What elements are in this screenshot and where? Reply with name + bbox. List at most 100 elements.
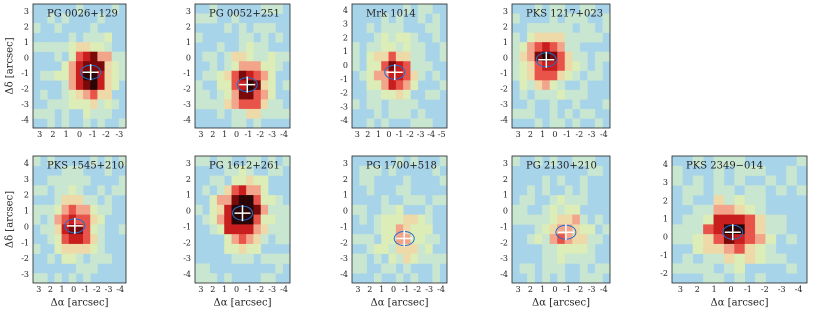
pixel — [579, 263, 588, 274]
pixel — [527, 214, 535, 225]
pixel — [723, 156, 735, 167]
x-tick-label: 2 — [528, 130, 533, 139]
pixel — [512, 214, 520, 225]
pixel — [260, 204, 269, 215]
pixel — [425, 118, 433, 129]
pixel — [216, 185, 225, 196]
pixel — [796, 156, 808, 167]
pixel — [713, 253, 725, 264]
pixel — [68, 243, 77, 254]
x-tick-label: 0 — [391, 285, 396, 294]
pixel — [231, 224, 240, 235]
pixel — [359, 204, 367, 215]
pixel — [572, 89, 581, 100]
pixel — [238, 175, 247, 186]
pixel — [97, 99, 105, 110]
pixel — [275, 253, 283, 264]
pixel — [275, 204, 283, 215]
pixel — [268, 156, 276, 167]
x-tick-label: -2 — [256, 130, 264, 139]
pixel — [542, 175, 550, 186]
y-tick-label: 3 — [343, 159, 348, 168]
pixel — [54, 224, 62, 235]
pixel — [268, 4, 276, 14]
x-tick-label: -3 — [268, 285, 276, 294]
pixel — [195, 99, 203, 110]
y-tick-label: 3 — [503, 159, 508, 168]
pixel — [90, 89, 98, 100]
pixel — [54, 42, 62, 52]
pixel — [90, 156, 98, 167]
pixel — [373, 70, 382, 81]
pixel — [417, 243, 426, 254]
pixel — [202, 185, 210, 196]
pixel — [549, 13, 558, 24]
pixel — [572, 253, 581, 264]
pixel — [410, 70, 419, 81]
pixel — [246, 214, 254, 225]
pixel — [765, 175, 777, 186]
panel-title: PKS 2349−014 — [686, 161, 763, 172]
pixel — [432, 32, 440, 43]
pixel — [579, 108, 588, 119]
pixel — [90, 243, 98, 254]
pixel — [268, 51, 276, 62]
pixel — [534, 51, 543, 62]
pixel — [432, 23, 440, 33]
x-tick-label: 2 — [48, 285, 53, 294]
y-tick-label: -2 — [340, 238, 348, 247]
pixel — [373, 243, 382, 254]
pixel — [359, 175, 367, 186]
pixel — [352, 42, 360, 52]
pixel — [75, 224, 84, 235]
y-tick-label: 2 — [24, 22, 29, 31]
pixel — [90, 32, 98, 43]
pixel — [33, 273, 41, 284]
pixel — [97, 80, 105, 91]
pixel — [75, 165, 84, 176]
pixel — [97, 108, 105, 119]
y-tick-label: -1 — [660, 251, 668, 260]
pixel — [682, 263, 694, 274]
y-tick-label: 1 — [186, 191, 191, 200]
pixel — [564, 42, 573, 52]
pixel — [744, 224, 756, 235]
pixel — [594, 32, 603, 43]
pixel — [75, 89, 84, 100]
pixel — [260, 70, 269, 81]
pixel — [755, 195, 766, 206]
pixel — [68, 70, 77, 81]
pixel — [542, 185, 550, 196]
pixel — [519, 214, 528, 225]
pixel — [253, 108, 262, 119]
pixel — [564, 214, 573, 225]
pixel — [246, 42, 254, 52]
x-tick-label: 0 — [552, 285, 557, 294]
pixel — [97, 61, 105, 72]
pixel — [373, 42, 382, 52]
pixel — [672, 224, 683, 235]
y-tick-label: 0 — [186, 207, 191, 216]
pixel — [744, 253, 756, 264]
pixel — [202, 51, 210, 62]
pixel — [224, 195, 232, 206]
pixel — [579, 195, 588, 206]
pixel — [224, 224, 232, 235]
pixel — [765, 253, 777, 264]
pixel — [403, 185, 411, 196]
pixel — [388, 243, 397, 254]
pixel — [417, 42, 426, 52]
pixel — [47, 175, 55, 186]
pixel — [512, 61, 520, 72]
pixel — [572, 118, 581, 129]
pixel — [557, 243, 566, 254]
pixel — [90, 99, 98, 110]
pixel — [425, 243, 433, 254]
pixel — [253, 70, 262, 81]
pixel — [410, 156, 419, 167]
pixel — [83, 204, 91, 215]
x-tick-label: -4 — [600, 130, 608, 139]
pixel — [366, 175, 375, 186]
pixel — [395, 13, 404, 24]
x-tick-label: 1 — [376, 130, 381, 139]
